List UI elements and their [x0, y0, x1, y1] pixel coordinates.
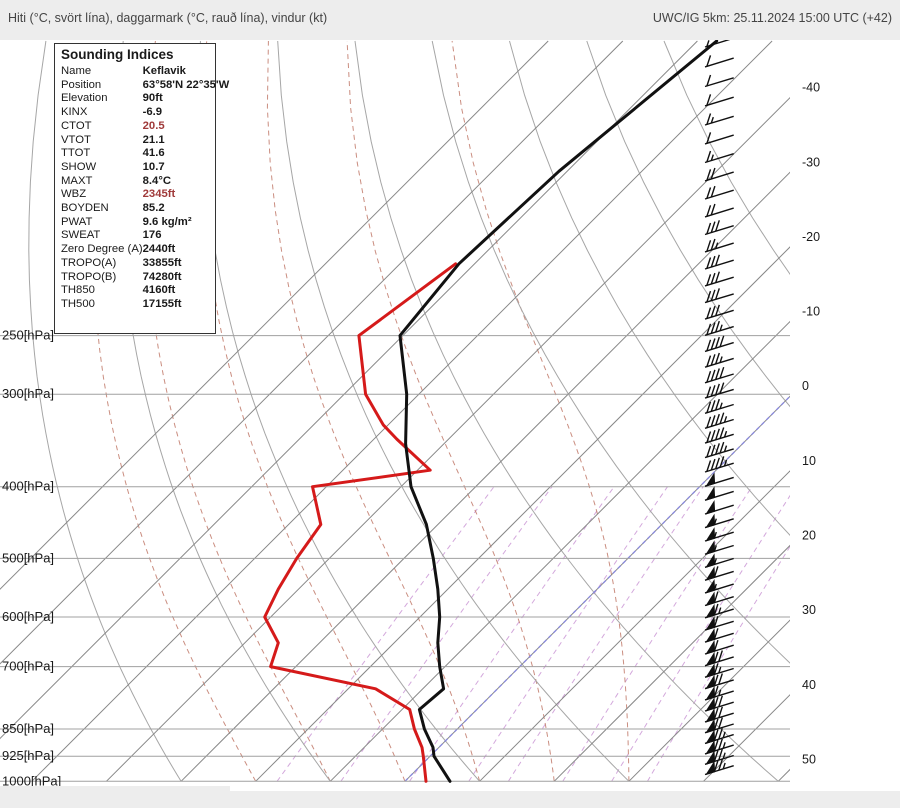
- svg-text:600[hPa]: 600[hPa]: [2, 609, 54, 624]
- svg-text:30: 30: [802, 603, 816, 617]
- svg-text:500[hPa]: 500[hPa]: [2, 550, 54, 565]
- svg-text:400[hPa]: 400[hPa]: [2, 479, 54, 494]
- svg-text:0: 0: [802, 379, 809, 393]
- svg-text:925[hPa]: 925[hPa]: [2, 748, 54, 763]
- svg-text:850[hPa]: 850[hPa]: [2, 721, 54, 736]
- svg-text:50: 50: [802, 752, 816, 766]
- svg-text:-30: -30: [802, 155, 820, 169]
- svg-text:250[hPa]: 250[hPa]: [2, 328, 54, 343]
- svg-text:700[hPa]: 700[hPa]: [2, 659, 54, 674]
- svg-text:10: 10: [802, 454, 816, 468]
- svg-text:300[hPa]: 300[hPa]: [2, 386, 54, 401]
- svg-text:20: 20: [802, 529, 816, 543]
- svg-text:40: 40: [802, 678, 816, 692]
- svg-text:-10: -10: [802, 305, 820, 319]
- svg-text:-20: -20: [802, 230, 820, 244]
- svg-text:-40: -40: [802, 81, 820, 95]
